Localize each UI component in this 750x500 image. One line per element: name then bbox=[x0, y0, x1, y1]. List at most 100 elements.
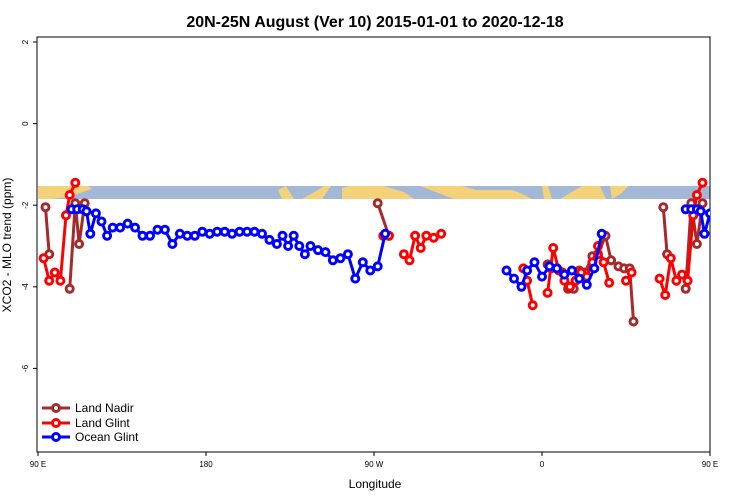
data-point-land-glint bbox=[436, 228, 447, 239]
data-point-land-glint bbox=[542, 287, 553, 298]
data-point-land-nadir bbox=[74, 239, 85, 249]
data-point-land-glint bbox=[660, 290, 671, 300]
data-point-ocean-glint bbox=[299, 249, 310, 260]
data-point-land-glint bbox=[691, 190, 702, 200]
data-point-ocean-glint bbox=[115, 222, 126, 233]
data-point-land-nadir bbox=[628, 316, 639, 327]
data-point-ocean-glint bbox=[277, 230, 288, 241]
plot-frame bbox=[36, 36, 711, 453]
data-point-land-glint bbox=[621, 275, 631, 286]
data-point-ocean-glint bbox=[695, 206, 706, 217]
x-axis-label: Longitude bbox=[349, 477, 402, 491]
data-point-land-glint bbox=[61, 210, 71, 221]
data-point-ocean-glint bbox=[516, 281, 527, 292]
data-point-ocean-glint bbox=[522, 265, 533, 276]
series-line-land-nadir bbox=[661, 207, 669, 255]
data-point-land-glint bbox=[38, 253, 49, 264]
data-point-ocean-glint bbox=[335, 253, 346, 264]
data-point-land-nadir bbox=[691, 239, 702, 249]
data-point-ocean-glint bbox=[159, 224, 170, 235]
x-tick-label: 90 E bbox=[702, 460, 718, 469]
y-tick-label: -2 bbox=[21, 201, 30, 209]
data-point-ocean-glint bbox=[357, 257, 368, 268]
data-point-land-glint bbox=[404, 255, 415, 266]
y-tick-label: -4 bbox=[21, 283, 30, 291]
data-point-land-glint bbox=[415, 243, 426, 253]
data-point-land-glint bbox=[55, 275, 66, 286]
data-point-ocean-glint bbox=[327, 255, 338, 266]
data-point-ocean-glint bbox=[212, 226, 223, 237]
data-point-ocean-glint bbox=[551, 263, 562, 274]
x-tick-label: 180 bbox=[199, 460, 213, 469]
legend-marker-land-glint bbox=[51, 418, 61, 428]
series-line-land-nadir bbox=[44, 207, 51, 255]
data-point-ocean-glint bbox=[288, 230, 299, 241]
data-point-ocean-glint bbox=[96, 216, 107, 227]
x-axis: 90 E 180 90 W 0 90 E bbox=[30, 452, 718, 469]
legend-item-ocean-glint: Ocean Glint bbox=[42, 430, 139, 444]
data-point-land-glint bbox=[654, 273, 665, 284]
data-point-ocean-glint bbox=[90, 208, 101, 219]
data-point-ocean-glint bbox=[227, 228, 238, 239]
data-point-ocean-glint bbox=[130, 222, 141, 233]
legend-label-land-nadir: Land Nadir bbox=[75, 401, 134, 415]
y-tick-label: -6 bbox=[21, 364, 30, 372]
data-point-land-glint bbox=[677, 269, 687, 280]
y-axis: 2 0 -2 -4 -6 bbox=[21, 39, 37, 372]
data-point-ocean-glint bbox=[574, 273, 585, 284]
x-tick-label: 90 E bbox=[30, 460, 46, 469]
legend-item-land-nadir: Land Nadir bbox=[42, 401, 134, 415]
data-point-land-nadir bbox=[64, 283, 75, 294]
data-point-land-glint bbox=[49, 267, 60, 278]
data-point-land-nadir bbox=[40, 202, 51, 213]
data-point-ocean-glint bbox=[537, 271, 547, 282]
data-point-ocean-glint bbox=[283, 241, 294, 251]
data-point-land-glint bbox=[598, 257, 609, 268]
y-axis-label: XCO2 - MLO trend (ppm) bbox=[0, 178, 14, 313]
data-point-ocean-glint bbox=[365, 265, 376, 276]
data-point-ocean-glint bbox=[509, 273, 519, 284]
series-line-land-nadir bbox=[684, 201, 704, 289]
data-point-ocean-glint bbox=[271, 239, 282, 249]
data-point-ocean-glint bbox=[182, 230, 193, 241]
series-line-ocean-glint bbox=[71, 207, 387, 281]
data-point-ocean-glint bbox=[559, 269, 570, 280]
data-point-ocean-glint bbox=[145, 230, 155, 241]
series-layer bbox=[38, 177, 710, 327]
data-point-ocean-glint bbox=[320, 247, 331, 258]
data-point-land-glint bbox=[565, 281, 575, 292]
data-point-ocean-glint bbox=[234, 226, 245, 237]
x-tick-label: 0 bbox=[540, 460, 545, 469]
data-point-ocean-glint bbox=[342, 249, 353, 260]
data-point-land-glint bbox=[70, 177, 81, 188]
data-point-ocean-glint bbox=[167, 239, 178, 249]
data-point-land-glint bbox=[548, 243, 559, 253]
series-ocean-glint bbox=[66, 204, 710, 292]
data-point-land-glint bbox=[604, 277, 615, 288]
data-point-ocean-glint bbox=[189, 230, 200, 241]
y-tick-label: 0 bbox=[21, 121, 30, 126]
map-strip-land bbox=[38, 186, 628, 199]
data-point-land-glint bbox=[682, 275, 693, 286]
data-point-land-glint bbox=[527, 300, 538, 311]
data-point-ocean-glint bbox=[257, 228, 267, 239]
data-point-land-glint bbox=[671, 275, 682, 286]
data-point-ocean-glint bbox=[501, 265, 512, 276]
data-point-land-glint bbox=[665, 253, 676, 264]
data-point-land-glint bbox=[398, 249, 409, 260]
data-point-land-nadir bbox=[606, 255, 617, 266]
data-point-ocean-glint bbox=[589, 263, 600, 274]
data-point-ocean-glint bbox=[350, 273, 361, 284]
data-point-land-glint bbox=[410, 230, 421, 241]
data-point-ocean-glint bbox=[85, 228, 96, 239]
data-point-ocean-glint bbox=[102, 230, 113, 241]
data-point-ocean-glint bbox=[294, 241, 305, 251]
legend-label-land-glint: Land Glint bbox=[75, 416, 130, 430]
data-point-ocean-glint bbox=[566, 265, 577, 276]
data-point-ocean-glint bbox=[581, 279, 592, 290]
data-point-ocean-glint bbox=[204, 228, 215, 239]
data-point-land-glint bbox=[428, 232, 439, 243]
data-point-land-glint bbox=[44, 275, 55, 286]
data-point-land-nadir bbox=[680, 283, 691, 294]
